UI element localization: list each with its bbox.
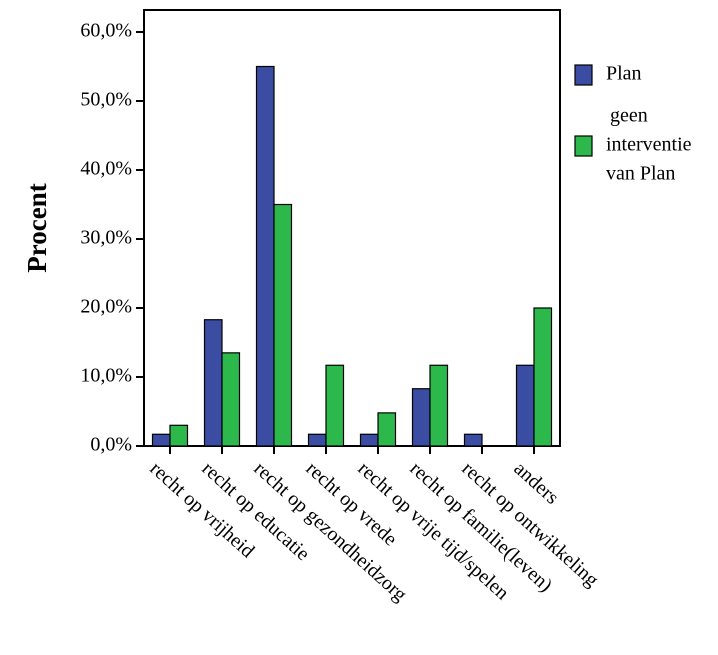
bar-series1-7 <box>463 433 483 447</box>
y-tick-label: 40,0% <box>80 158 132 180</box>
plot-area-frame <box>143 9 561 447</box>
legend-label-geen-interventie-line: van Plan <box>606 163 675 185</box>
y-axis-ticks: 0,0% 10,0% 20,0% 30,0% 40,0% 50,0% 60,0% <box>80 20 144 456</box>
bar-series <box>151 65 553 447</box>
bar-series1-2 <box>203 319 223 447</box>
legend-label-geen-interventie-line: interventie <box>606 134 692 156</box>
y-tick-label: 20,0% <box>80 296 132 318</box>
legend-label-geen-interventie-line: geen <box>610 105 648 127</box>
legend-label-plan: Plan <box>606 63 642 85</box>
bar-series1-5 <box>359 433 379 447</box>
bar-series1-3 <box>255 65 275 447</box>
legend-swatch-plan <box>574 64 593 86</box>
y-tick-label: 30,0% <box>80 227 132 249</box>
bar-series2-6 <box>429 364 449 447</box>
bar-series2-5 <box>377 412 397 447</box>
bar-series2-2 <box>221 352 241 447</box>
bar-series2-3 <box>273 203 293 447</box>
y-tick-label: 0,0% <box>90 434 132 456</box>
bar-series1-8 <box>515 364 535 447</box>
legend: Plan geen interventie van Plan <box>574 63 692 185</box>
y-tick-label: 60,0% <box>80 20 132 42</box>
bar-series2-1 <box>169 424 189 447</box>
y-axis-title-group: Procent <box>22 183 52 272</box>
bar-series1-6 <box>411 388 431 447</box>
bar-series1-1 <box>151 433 171 447</box>
y-tick-label: 50,0% <box>80 89 132 111</box>
legend-swatch-geen-interventie <box>574 135 593 157</box>
bar-series2-8 <box>533 307 553 447</box>
y-tick-label: 10,0% <box>80 365 132 387</box>
bar-series1-4 <box>307 433 327 447</box>
x-axis-ticks <box>169 446 535 454</box>
y-axis-title: Procent <box>22 183 52 272</box>
bar-series2-4 <box>325 364 345 447</box>
